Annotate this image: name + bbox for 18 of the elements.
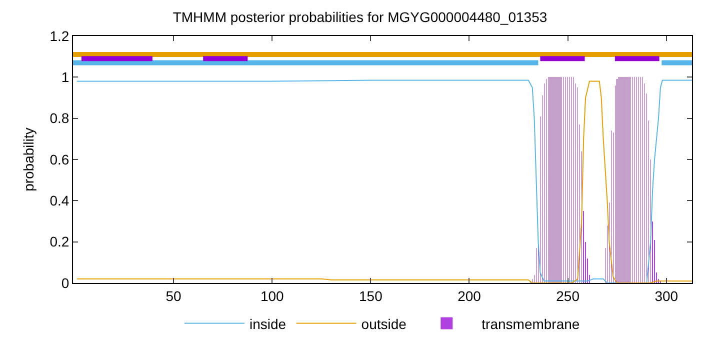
y-tick-label: 0.6 [50, 151, 70, 168]
chart-title: TMHMM posterior probabilities for MGYG000004480_01353 [172, 9, 548, 26]
y-tick-label: 0.8 [50, 110, 70, 126]
y-tick-label: 1 [61, 69, 70, 86]
x-tick-label: 100 [260, 288, 284, 304]
x-tick-label: 150 [358, 288, 383, 304]
y-tick-label: 0 [61, 274, 70, 291]
x-tick-label: 300 [654, 288, 678, 304]
legend-label: outside [361, 316, 407, 332]
x-tick-label: 50 [166, 288, 182, 304]
y-axis-title: probability [20, 128, 36, 192]
x-tick-label: 250 [556, 288, 580, 304]
y-tick-label: 0.4 [50, 192, 70, 209]
x-tick-label: 200 [458, 288, 482, 304]
y-tick-label: 1.2 [50, 28, 70, 44]
y-tick-label: 0.2 [50, 234, 70, 250]
legend-label: transmembrane [482, 316, 580, 332]
legend-label: inside [250, 316, 286, 332]
